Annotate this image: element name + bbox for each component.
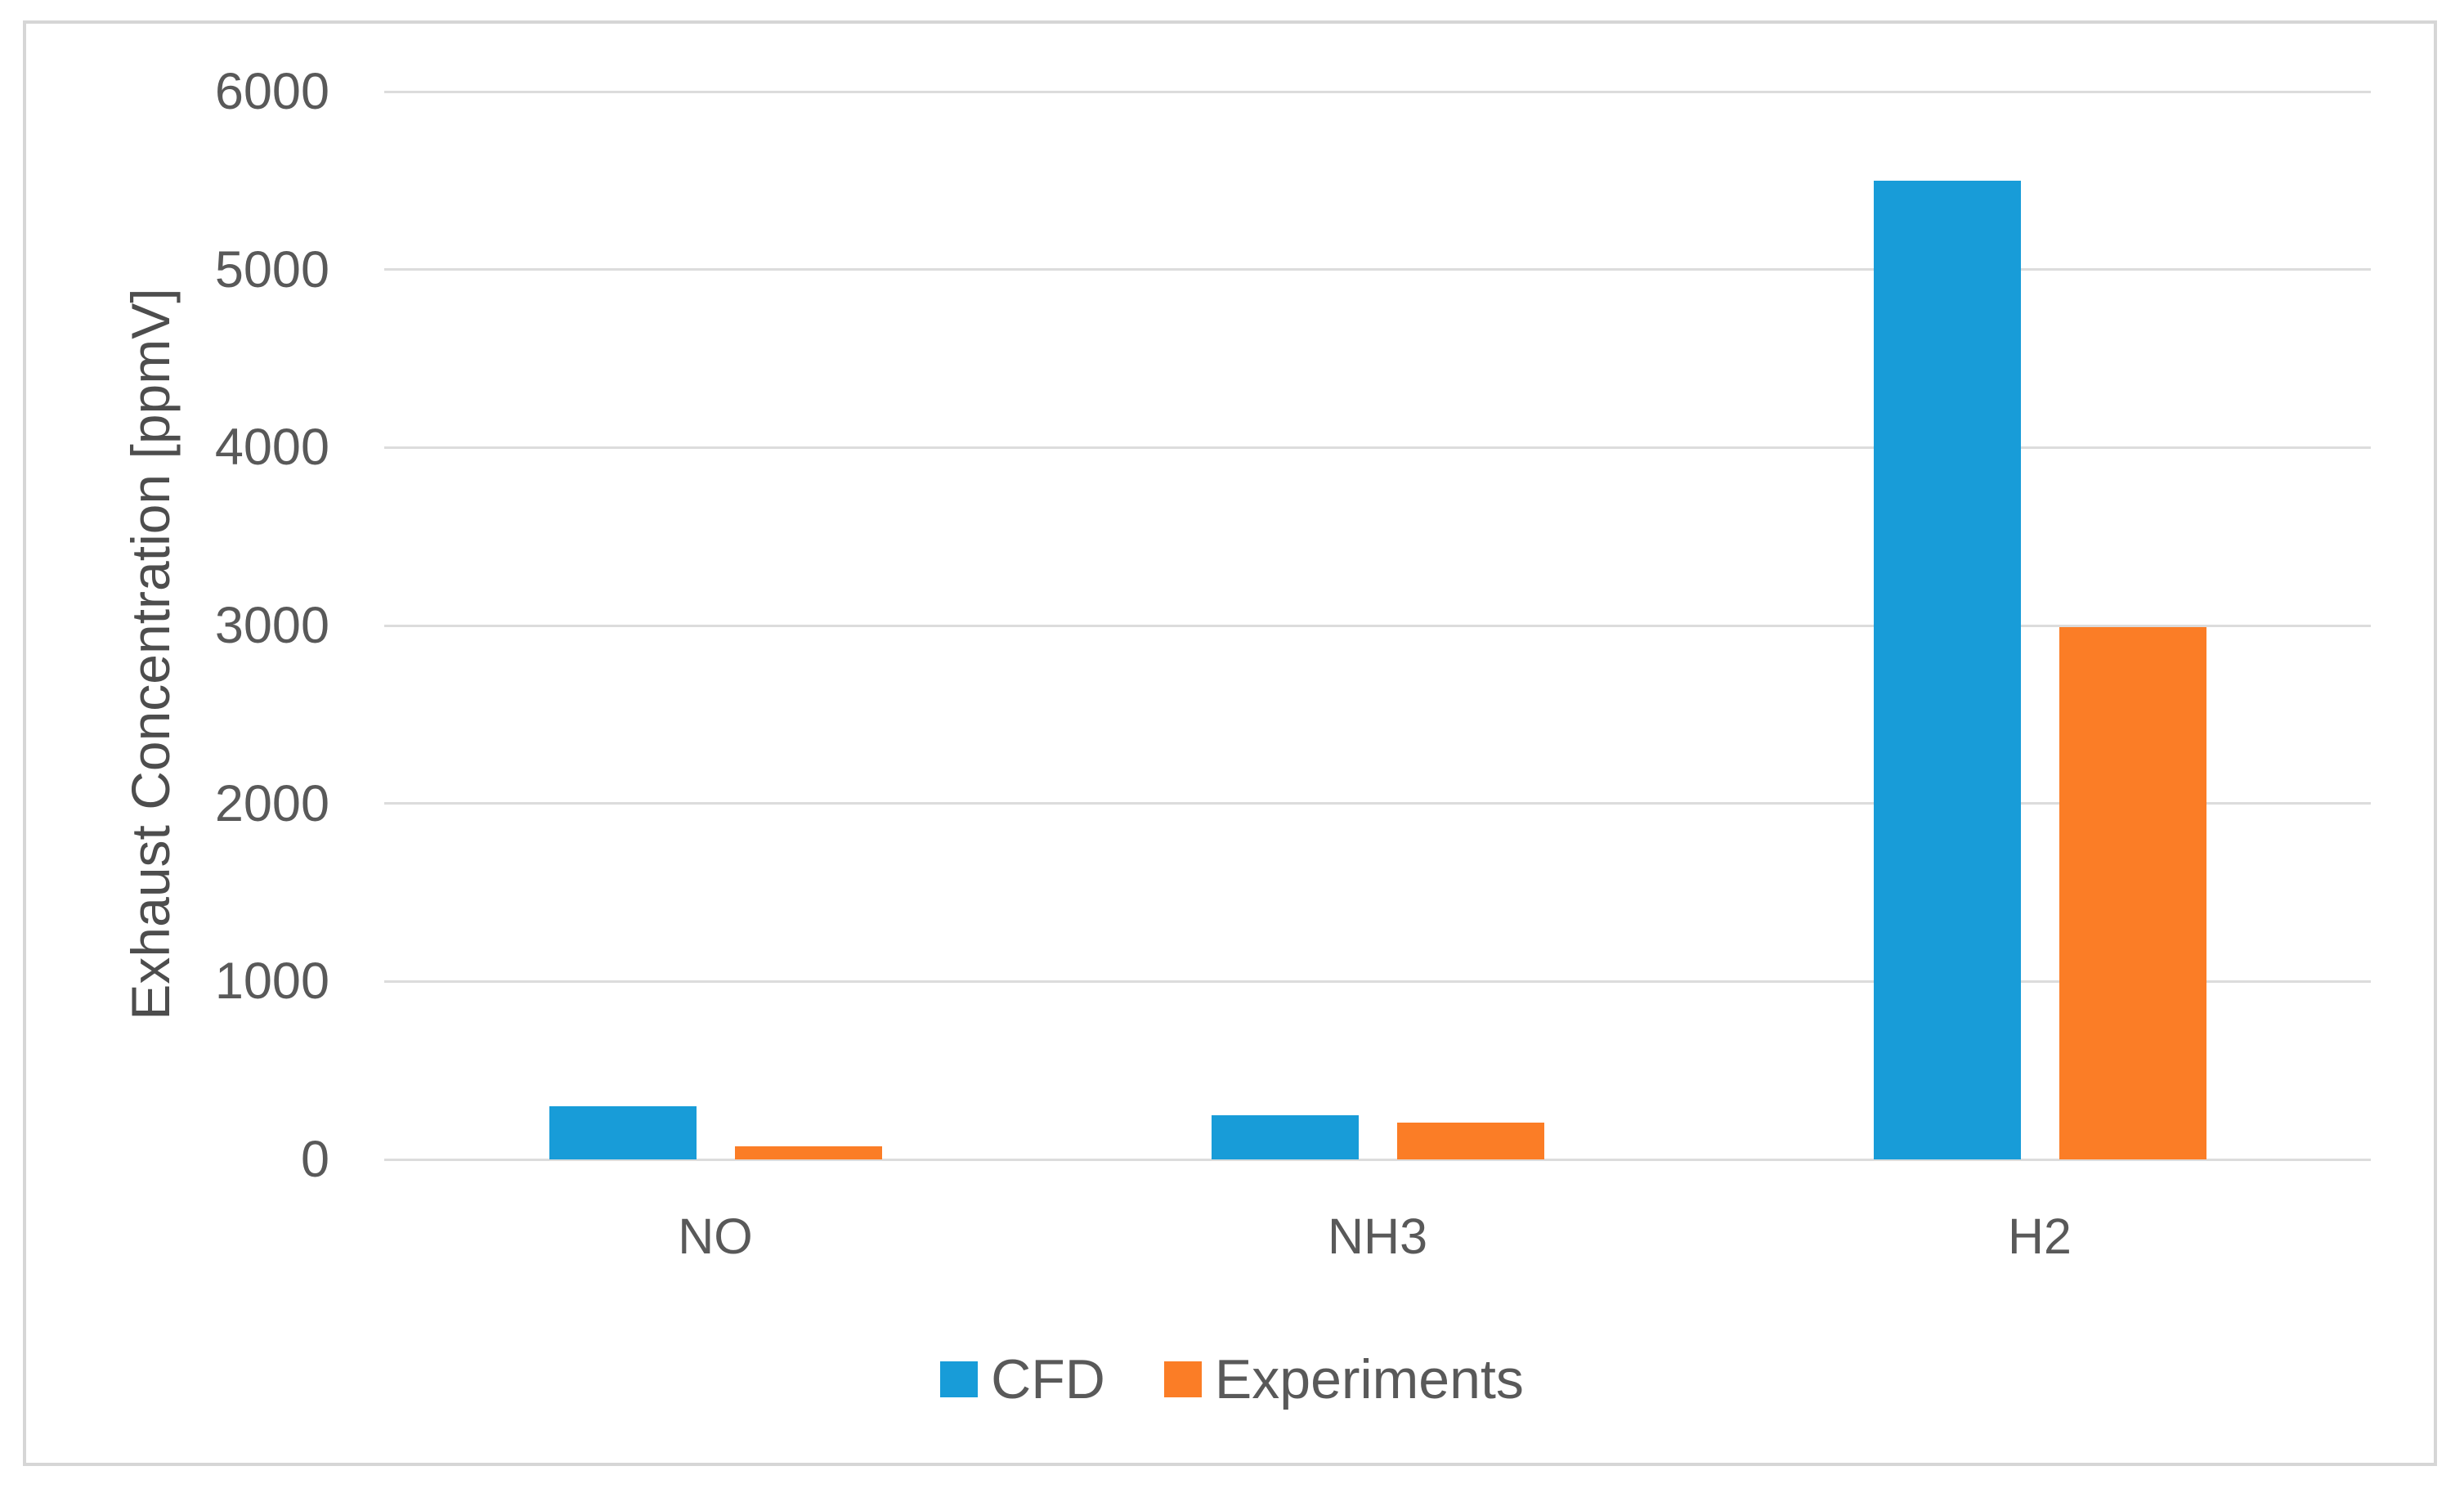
bar-experiments-no (734, 1146, 882, 1159)
x-axis-labels: NO NH3 H2 (384, 1208, 2371, 1265)
y-tick-label: 1000 (214, 953, 329, 1011)
gridline (384, 980, 2371, 983)
gridline (384, 624, 2371, 627)
x-axis-line (384, 1158, 2371, 1161)
gridline (384, 268, 2371, 271)
legend-label: CFD (991, 1348, 1105, 1410)
bar-groups (384, 92, 2371, 1159)
x-tick-label-nh3: NH3 (1327, 1208, 1428, 1264)
y-tick-label: 2000 (214, 774, 329, 832)
bar-experiments-h2 (2059, 627, 2206, 1159)
gridline (384, 446, 2371, 449)
legend-marker-icon (1163, 1361, 1202, 1397)
bar-group-no (384, 92, 1046, 1159)
legend-entry-experiments: Experiments (1163, 1347, 1524, 1411)
bar-experiments-nh3 (1396, 1123, 1544, 1159)
y-tick-label: 4000 (214, 419, 329, 477)
bar-cfd-no (549, 1105, 697, 1159)
x-tick-label-h2: H2 (2008, 1208, 2072, 1264)
y-tick-label: 6000 (214, 63, 329, 120)
y-tick-label: 5000 (214, 240, 329, 298)
legend-marker-icon (940, 1361, 979, 1397)
bar-group-nh3 (1046, 92, 1709, 1159)
plot-area (384, 90, 2371, 1161)
bar-group-h2 (1709, 92, 2371, 1159)
y-tick-label: 3000 (214, 597, 329, 654)
bar-cfd-h2 (1873, 180, 2021, 1159)
legend: CFD Experiments (0, 1347, 2464, 1411)
gridline (384, 802, 2371, 805)
gridline (384, 90, 2371, 93)
legend-entry-cfd: CFD (940, 1347, 1105, 1411)
x-tick-label-no: NO (678, 1208, 753, 1264)
bar-cfd-nh3 (1211, 1114, 1359, 1159)
chart-border (23, 20, 2437, 1466)
y-tick-label: 0 (300, 1131, 329, 1188)
legend-label: Experiments (1214, 1348, 1524, 1410)
